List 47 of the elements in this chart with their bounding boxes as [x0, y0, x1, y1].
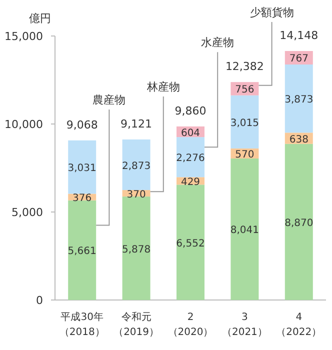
y-tick-label: 5,000 [12, 206, 43, 219]
data-label: 604 [180, 128, 200, 139]
data-label: 638 [289, 134, 308, 146]
data-label: 3,031 [68, 163, 96, 174]
data-label: 3,015 [230, 118, 260, 129]
data-label: 429 [180, 176, 200, 188]
x-tick-label: 4（2022） [276, 312, 322, 338]
text: 林産物 [146, 80, 180, 94]
bar [176, 137, 204, 178]
y-tick-label: 15,000 [4, 30, 43, 43]
x-tick-label: 3（2021） [222, 312, 268, 338]
total-label: 12,382 [225, 60, 264, 74]
data-label: 2,276 [176, 153, 205, 164]
total-label: 9,121 [120, 117, 152, 130]
data-label: 3,873 [284, 94, 314, 106]
bar [68, 200, 96, 300]
data-label: 570 [235, 149, 254, 160]
text: 水産物 [201, 36, 234, 50]
x-tick-label: 2（2020） [168, 312, 214, 338]
y-tick-label: 10,000 [4, 118, 43, 131]
text: 少額貨物 [250, 6, 294, 19]
bar [284, 64, 313, 133]
data-label: 2,873 [122, 160, 151, 172]
bar [122, 139, 150, 190]
data-label: 8,870 [284, 218, 314, 229]
bar [230, 158, 259, 300]
y-axis-title: 億円 [29, 12, 51, 25]
bar [230, 95, 259, 148]
data-label: 6,552 [176, 238, 205, 250]
data-label: 376 [72, 193, 92, 204]
total-label: 9,860 [174, 104, 206, 118]
data-label: 370 [126, 189, 146, 200]
data-label: 756 [235, 84, 254, 96]
y-tick-label: 0 [36, 294, 43, 307]
bar [122, 196, 150, 300]
data-label: 5,878 [122, 244, 151, 256]
bar [284, 144, 313, 300]
bar [68, 140, 96, 194]
text: 農産物 [92, 93, 126, 106]
data-label: 5,661 [68, 246, 96, 258]
data-label: 767 [289, 54, 308, 65]
x-tick-label: 平成30年（2018） [59, 311, 105, 338]
x-tick-label: 令和元（2019） [114, 311, 160, 338]
total-label: 9,068 [66, 118, 98, 132]
total-label: 14,148 [280, 28, 318, 42]
bar [176, 184, 204, 300]
data-label: 8,041 [230, 225, 260, 236]
